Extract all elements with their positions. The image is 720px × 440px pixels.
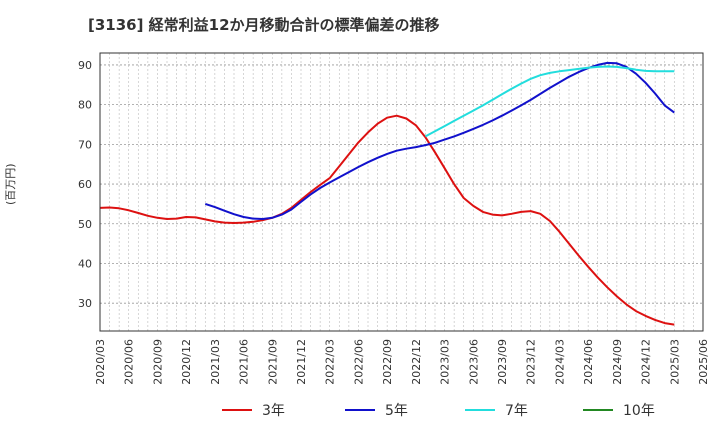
x-tick-label: 2020/12 — [180, 339, 193, 385]
x-tick-label: 2024/03 — [553, 339, 566, 385]
legend: 3年 5年 7年 10年 — [222, 403, 655, 419]
legend-label: 5年 — [385, 403, 408, 419]
y-tick-label: 70 — [78, 138, 92, 151]
x-tick-label: 2021/06 — [238, 339, 251, 385]
x-tick-label: 2021/09 — [266, 339, 279, 385]
x-tick-label: 2023/09 — [496, 339, 509, 385]
x-tick-label: 2023/06 — [467, 339, 480, 385]
x-tick-label: 2024/09 — [611, 339, 624, 385]
y-tick-labels: 30 40 50 60 70 80 90 — [78, 59, 92, 310]
x-tick-label: 2022/12 — [410, 339, 423, 385]
x-tick-label: 2021/12 — [295, 339, 308, 385]
y-tick-label: 40 — [78, 257, 92, 270]
x-tick-label: 2022/06 — [352, 339, 365, 385]
chart-title: [3136] 経常利益12か月移動合計の標準偏差の推移 — [88, 16, 440, 34]
series-lines — [99, 61, 675, 326]
x-tick-label: 2022/03 — [324, 339, 337, 385]
x-tick-label: 2024/06 — [582, 339, 595, 385]
y-tick-label: 60 — [78, 178, 92, 191]
x-tick-label: 2021/03 — [209, 339, 222, 385]
y-tick-label: 80 — [78, 99, 92, 112]
x-tick-label: 2025/06 — [697, 339, 710, 385]
legend-label: 7年 — [505, 403, 528, 419]
y-tick-label: 90 — [78, 59, 92, 72]
x-tick-label: 2023/03 — [439, 339, 452, 385]
legend-label: 3年 — [262, 403, 285, 419]
x-tick-label: 2020/03 — [94, 339, 107, 385]
y-tick-label: 30 — [78, 297, 92, 310]
legend-label: 10年 — [623, 403, 655, 419]
grid-lines — [99, 53, 704, 331]
x-tick-label: 2024/12 — [640, 339, 653, 385]
x-tick-label: 2020/09 — [151, 339, 164, 385]
series-line-5年 — [204, 61, 675, 220]
x-tick-label: 2020/06 — [123, 339, 136, 385]
series-line-7年 — [424, 65, 675, 138]
y-tick-label: 50 — [78, 218, 92, 231]
x-tick-label: 2023/12 — [525, 339, 538, 385]
x-tick-label: 2025/03 — [668, 339, 681, 385]
series-line-3年 — [99, 114, 675, 326]
x-tick-labels: 2020/03 2020/06 2020/09 2020/12 2021/03 2021/… — [94, 339, 710, 385]
x-tick-label: 2022/09 — [381, 339, 394, 385]
plot-frame — [99, 52, 704, 332]
